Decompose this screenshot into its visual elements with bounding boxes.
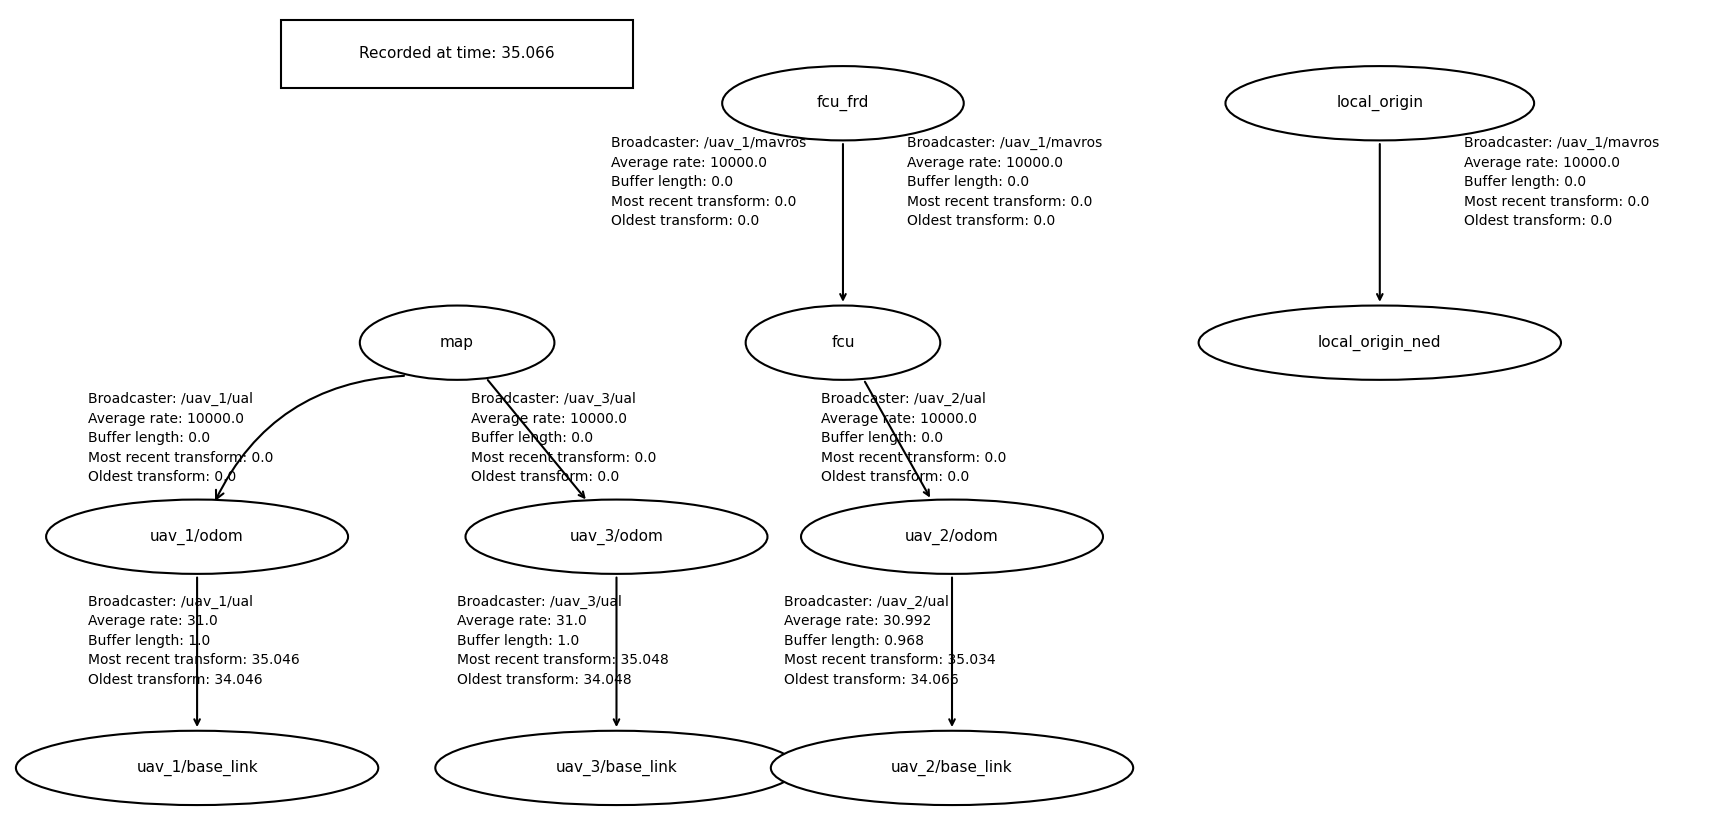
Ellipse shape (802, 500, 1102, 574)
Text: Broadcaster: /uav_2/ual
Average rate: 10000.0
Buffer length: 0.0
Most recent tra: Broadcaster: /uav_2/ual Average rate: 10… (820, 392, 1007, 485)
Text: fcu_frd: fcu_frd (817, 95, 870, 112)
Ellipse shape (46, 500, 349, 574)
Text: Broadcaster: /uav_1/mavros
Average rate: 10000.0
Buffer length: 0.0
Most recent : Broadcaster: /uav_1/mavros Average rate:… (612, 136, 807, 229)
Text: uav_2/base_link: uav_2/base_link (890, 760, 1013, 776)
Text: Broadcaster: /uav_2/ual
Average rate: 30.992
Buffer length: 0.968
Most recent tr: Broadcaster: /uav_2/ual Average rate: 30… (784, 595, 996, 686)
Text: uav_3/base_link: uav_3/base_link (555, 760, 677, 776)
FancyArrowPatch shape (215, 376, 403, 499)
Ellipse shape (745, 305, 940, 379)
Ellipse shape (361, 305, 554, 379)
FancyArrowPatch shape (747, 87, 791, 134)
Text: map: map (441, 335, 473, 350)
Text: Broadcaster: /uav_1/ual
Average rate: 10000.0
Buffer length: 0.0
Most recent tra: Broadcaster: /uav_1/ual Average rate: 10… (89, 392, 273, 485)
Ellipse shape (771, 731, 1133, 805)
Text: Broadcaster: /uav_1/mavros
Average rate: 10000.0
Buffer length: 0.0
Most recent : Broadcaster: /uav_1/mavros Average rate:… (1463, 136, 1659, 229)
Ellipse shape (15, 731, 378, 805)
Text: Recorded at time: 35.066: Recorded at time: 35.066 (359, 46, 555, 61)
Text: local_origin_ned: local_origin_ned (1318, 334, 1442, 351)
FancyBboxPatch shape (280, 20, 634, 88)
Ellipse shape (436, 731, 798, 805)
Text: local_origin: local_origin (1336, 95, 1424, 112)
Text: uav_2/odom: uav_2/odom (906, 529, 998, 545)
Ellipse shape (1225, 66, 1535, 140)
Text: fcu: fcu (831, 335, 854, 350)
Ellipse shape (465, 500, 767, 574)
Text: Broadcaster: /uav_1/mavros
Average rate: 10000.0
Buffer length: 0.0
Most recent : Broadcaster: /uav_1/mavros Average rate:… (907, 136, 1102, 229)
Text: uav_3/odom: uav_3/odom (569, 529, 663, 545)
Ellipse shape (1198, 305, 1560, 379)
Text: Broadcaster: /uav_3/ual
Average rate: 10000.0
Buffer length: 0.0
Most recent tra: Broadcaster: /uav_3/ual Average rate: 10… (470, 392, 656, 485)
Text: uav_1/odom: uav_1/odom (150, 529, 244, 545)
Ellipse shape (723, 66, 964, 140)
Text: Broadcaster: /uav_3/ual
Average rate: 31.0
Buffer length: 1.0
Most recent transf: Broadcaster: /uav_3/ual Average rate: 31… (456, 595, 668, 686)
Text: Broadcaster: /uav_1/ual
Average rate: 31.0
Buffer length: 1.0
Most recent transf: Broadcaster: /uav_1/ual Average rate: 31… (89, 595, 299, 686)
Text: uav_1/base_link: uav_1/base_link (137, 760, 258, 776)
